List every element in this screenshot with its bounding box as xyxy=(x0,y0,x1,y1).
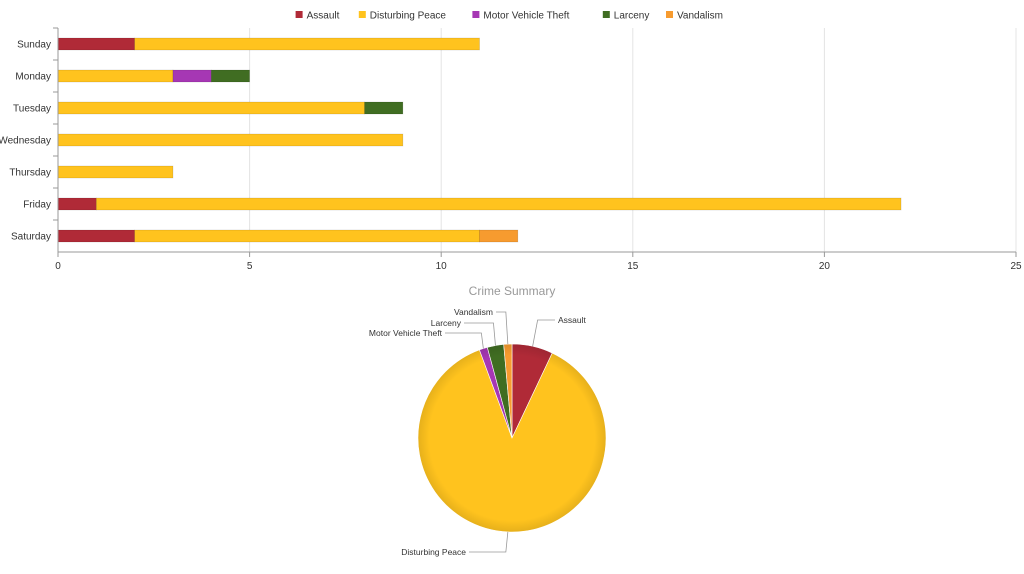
legend-swatch-disturbing-peace xyxy=(358,11,366,18)
stacked-bar-chart: Assault Disturbing Peace Motor Vehicle The… xyxy=(0,11,1022,273)
pie-label-group-assault: Assault xyxy=(532,315,587,347)
bar-gridlines xyxy=(249,28,1017,252)
y-tick-label-sunday: Sunday xyxy=(17,40,51,51)
y-tick-label-saturday: Saturday xyxy=(11,232,51,243)
pie-label-group-motor-vehicle-theft: Motor Vehicle Theft xyxy=(369,328,484,349)
pie-leader-vandalism xyxy=(496,311,509,345)
bar-monday-motor-vehicle-theft xyxy=(172,69,212,83)
bar-monday-disturbing-peace xyxy=(57,69,174,83)
pie-slice-disturbing-peace xyxy=(417,349,607,533)
x-tick-label-20: 20 xyxy=(819,261,831,272)
bar-saturday-assault xyxy=(57,229,135,243)
legend-swatch-assault xyxy=(295,11,303,18)
legend-label-disturbing-peace: Disturbing Peace xyxy=(370,11,447,22)
pie-slices xyxy=(417,343,607,533)
x-tick-label-15: 15 xyxy=(627,261,639,272)
y-tick-label-thursday: Thursday xyxy=(9,168,51,179)
pie-slice-assault xyxy=(511,343,553,439)
bar-saturday-vandalism xyxy=(479,229,519,243)
legend-item-motor-vehicle-theft: Motor Vehicle Theft xyxy=(472,11,570,22)
pie-label-group-disturbing-peace: Disturbing Peace xyxy=(401,531,509,557)
bar-series xyxy=(57,37,902,243)
pie-label-larceny: Larceny xyxy=(431,318,462,328)
bar-monday-larceny xyxy=(210,69,250,83)
pie-label-vandalism: Vandalism xyxy=(454,307,493,317)
x-tick-label-25: 25 xyxy=(1010,261,1022,272)
y-tick-label-monday: Monday xyxy=(15,72,51,83)
pie-label-motor-vehicle-theft: Motor Vehicle Theft xyxy=(369,328,443,338)
x-tick-label-0: 0 xyxy=(55,261,61,272)
bar-tuesday-disturbing-peace xyxy=(57,101,365,115)
legend-swatch-vandalism xyxy=(666,11,673,18)
bar-saturday-disturbing-peace xyxy=(134,229,480,243)
pie-label-disturbing-peace: Disturbing Peace xyxy=(401,547,466,557)
pie-label-group-larceny: Larceny xyxy=(431,318,496,346)
y-tick-label-wednesday: Wednesday xyxy=(0,136,51,147)
pie-label-group-vandalism: Vandalism xyxy=(454,307,509,345)
legend-label-assault: Assault xyxy=(307,11,340,22)
legend-item-assault: Assault xyxy=(295,11,340,22)
bar-axes: 0 5 10 15 20 25 Sunday Monday Tuesday Wednesday Th… xyxy=(0,27,1022,272)
bar-sunday-disturbing-peace xyxy=(134,37,480,51)
bar-thursday-disturbing-peace xyxy=(57,165,174,179)
y-tick-label-friday: Friday xyxy=(23,200,51,211)
y-tick-label-tuesday: Tuesday xyxy=(13,104,51,115)
legend-label-larceny: Larceny xyxy=(614,11,650,22)
x-tick-label-5: 5 xyxy=(247,261,253,272)
legend-item-larceny: Larceny xyxy=(602,11,650,22)
pie-label-assault: Assault xyxy=(558,315,587,325)
bar-friday-disturbing-peace xyxy=(96,197,902,211)
bar-sunday-assault xyxy=(57,37,135,51)
legend-label-motor-vehicle-theft: Motor Vehicle Theft xyxy=(483,11,569,22)
pie-leader-motor-vehicle-theft xyxy=(445,332,484,349)
legend-item-vandalism: Vandalism xyxy=(666,11,723,22)
legend-swatch-larceny xyxy=(602,11,610,18)
pie-leader-assault xyxy=(532,319,555,347)
pie-slice-motor-vehicle-theft xyxy=(479,346,513,439)
x-tick-label-10: 10 xyxy=(436,261,448,272)
legend-label-vandalism: Vandalism xyxy=(677,11,723,22)
pie-slice-vandalism xyxy=(503,343,513,439)
bar-tuesday-larceny xyxy=(364,101,404,115)
legend-swatch-motor-vehicle-theft xyxy=(472,11,480,18)
pie-labels: Assault Disturbing Peace Motor Vehicle The… xyxy=(369,307,587,557)
bar-legend: Assault Disturbing Peace Motor Vehicle The… xyxy=(295,11,723,22)
pie-leader-disturbing-peace xyxy=(469,531,509,553)
bar-friday-assault xyxy=(57,197,97,211)
bar-wednesday-disturbing-peace xyxy=(57,133,404,147)
pie-leader-larceny xyxy=(464,322,496,346)
pie-slice-larceny xyxy=(486,344,513,439)
legend-item-disturbing-peace: Disturbing Peace xyxy=(358,11,447,22)
